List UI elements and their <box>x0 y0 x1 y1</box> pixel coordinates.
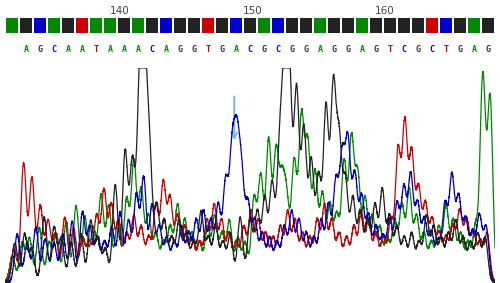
Text: G: G <box>486 45 490 54</box>
Text: A: A <box>80 45 84 54</box>
Text: G: G <box>458 45 462 54</box>
Bar <box>370 18 382 33</box>
Bar <box>482 18 494 33</box>
Text: 150: 150 <box>242 6 262 16</box>
Bar <box>132 18 144 33</box>
Text: 140: 140 <box>110 6 130 16</box>
Bar <box>188 18 200 33</box>
Text: G: G <box>332 45 336 54</box>
Bar <box>384 18 396 33</box>
Text: G: G <box>304 45 308 54</box>
Bar <box>34 18 46 33</box>
Bar <box>104 18 117 33</box>
Text: C: C <box>248 45 252 54</box>
Text: A: A <box>472 45 476 54</box>
Bar <box>314 18 326 33</box>
Text: T: T <box>94 45 98 54</box>
Bar <box>216 18 228 33</box>
Text: G: G <box>262 45 266 54</box>
Text: A: A <box>66 45 70 54</box>
Text: A: A <box>108 45 112 54</box>
Bar <box>48 18 60 33</box>
Text: C: C <box>402 45 406 54</box>
Text: C: C <box>52 45 57 54</box>
Text: A: A <box>360 45 364 54</box>
Text: G: G <box>38 45 43 54</box>
Bar <box>174 18 186 33</box>
Text: A: A <box>136 45 140 54</box>
Bar <box>468 18 480 33</box>
Text: A: A <box>234 45 238 54</box>
Bar <box>286 18 298 33</box>
Text: A: A <box>318 45 322 54</box>
Bar <box>6 18 18 33</box>
Text: G: G <box>346 45 350 54</box>
Bar <box>412 18 424 33</box>
Text: G: G <box>178 45 182 54</box>
Text: 160: 160 <box>375 6 394 16</box>
Text: C: C <box>150 45 154 54</box>
Text: G: G <box>416 45 420 54</box>
Bar <box>146 18 158 33</box>
Bar <box>20 18 32 33</box>
Text: A: A <box>122 45 126 54</box>
Text: A: A <box>24 45 28 54</box>
Bar <box>230 18 242 33</box>
Bar <box>244 18 256 33</box>
Bar <box>398 18 410 33</box>
Bar <box>440 18 452 33</box>
Bar <box>454 18 466 33</box>
Bar <box>272 18 284 33</box>
Text: T: T <box>388 45 392 54</box>
Text: C: C <box>276 45 280 54</box>
Bar <box>90 18 102 33</box>
Bar <box>328 18 340 33</box>
Text: G: G <box>192 45 196 54</box>
Bar <box>300 18 312 33</box>
Bar <box>342 18 354 33</box>
Bar <box>356 18 368 33</box>
Text: T: T <box>206 45 210 54</box>
Text: G: G <box>220 45 224 54</box>
Text: G: G <box>374 45 378 54</box>
Bar <box>202 18 214 33</box>
Text: C: C <box>430 45 434 54</box>
Text: T: T <box>444 45 448 54</box>
Text: G: G <box>290 45 294 54</box>
Bar <box>76 18 88 33</box>
Bar <box>62 18 74 33</box>
Bar <box>258 18 270 33</box>
Bar <box>118 18 130 33</box>
Text: A: A <box>164 45 168 54</box>
Bar <box>160 18 172 33</box>
Bar <box>426 18 438 33</box>
